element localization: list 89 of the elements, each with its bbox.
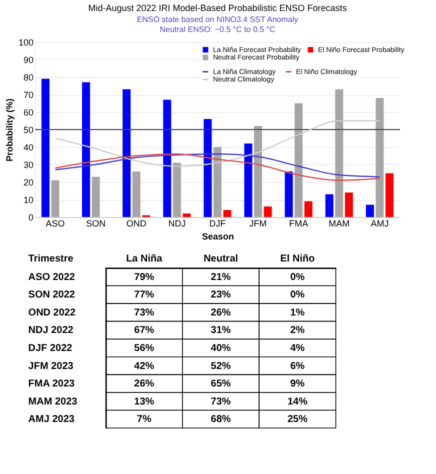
data-label: 0%	[290, 290, 305, 301]
bar	[92, 176, 100, 217]
data-label: 9%	[290, 378, 305, 390]
data-label: 67%	[134, 325, 154, 336]
bar	[376, 98, 384, 217]
y-tick-label: FMA 2023	[28, 378, 76, 390]
data-label: 13%	[134, 396, 154, 408]
data-label: 7%	[136, 414, 152, 426]
data-label: 1%	[290, 307, 305, 318]
bar	[51, 180, 60, 217]
data-label: 31%	[210, 325, 231, 336]
y-tick-label: 90	[23, 55, 34, 65]
bar	[386, 173, 394, 217]
data-label: 6%	[290, 360, 305, 372]
bar	[284, 172, 293, 217]
bar	[163, 100, 172, 217]
x-tick-label: SON	[86, 218, 106, 228]
y-tick-label: SON 2022	[28, 290, 76, 301]
line-series	[54, 120, 380, 167]
y-tick-label: 10	[23, 195, 34, 205]
bar	[172, 162, 181, 217]
data-label: 4%	[290, 343, 305, 354]
y-tick-label: 60	[23, 108, 34, 118]
y-axis-title: Probability (%)	[4, 98, 14, 162]
data-label: 23%	[210, 290, 231, 301]
y-axis-title: Trimestre	[28, 254, 74, 264]
bar	[244, 144, 252, 217]
data-label: 79%	[134, 272, 154, 283]
y-tick-label: 20	[23, 178, 34, 188]
bar	[325, 194, 334, 217]
y-tick-label: 70	[23, 90, 34, 100]
bar	[122, 89, 131, 217]
data-label: 2%	[290, 325, 305, 336]
y-tick-label: OND 2022	[28, 307, 76, 318]
y-tick-label: NDJ 2022	[28, 325, 74, 336]
data-label: 73%	[210, 396, 231, 408]
data-label: 77%	[134, 290, 154, 301]
data-label: 26%	[210, 307, 231, 318]
bar	[82, 82, 90, 217]
data-label: 14%	[287, 396, 308, 408]
data-label: 56%	[134, 343, 154, 354]
data-label: 21%	[210, 272, 231, 283]
x-axis-title: Season	[202, 232, 234, 242]
y-tick-label: AMJ 2023	[28, 414, 75, 426]
y-tick-label: 40	[23, 142, 34, 152]
y-tick-label: JFM 2023	[28, 360, 74, 372]
y-tick-label: MAM 2023	[28, 396, 78, 408]
x-tick-label: AMJ	[370, 218, 389, 228]
chart-title: Mid-August 2022 IRI Model-Based Probabilistic ENSO Forecasts	[88, 3, 348, 13]
x-tick-label: FMA	[289, 218, 308, 228]
y-tick-label: ASO 2022	[28, 272, 76, 283]
bar	[223, 210, 232, 217]
data-label: 42%	[134, 360, 154, 372]
data-label: 65%	[210, 378, 231, 390]
bar	[335, 89, 344, 217]
y-tick-label: 30	[23, 160, 34, 170]
x-tick-label: NDJ	[168, 218, 186, 228]
y-tick-label: 50	[23, 125, 34, 135]
x-tick-label: MAM	[328, 218, 350, 228]
bar	[214, 147, 222, 217]
data-label: 26%	[134, 378, 154, 390]
data-label: 73%	[134, 307, 154, 318]
bar	[182, 214, 191, 217]
bar	[304, 201, 312, 217]
y-tick-label: DJF 2022	[28, 343, 73, 354]
x-tick-label: ASO	[46, 218, 65, 228]
y-tick-label: 0	[28, 212, 34, 222]
data-label: 0%	[290, 272, 305, 283]
data-label: 68%	[210, 414, 231, 426]
bar	[132, 172, 140, 217]
x-tick-label: El Niño	[280, 254, 315, 264]
bar	[264, 206, 272, 217]
data-label: 52%	[210, 360, 231, 372]
bar	[41, 78, 50, 217]
data-label: 25%	[287, 414, 308, 426]
bar	[254, 126, 262, 217]
bar	[344, 192, 353, 217]
y-tick-label: 80	[23, 72, 34, 82]
chart-subtitle: ENSO state based on NINO3.4 SST Anomaly Neutral ENSO: −0.5 °C to 0.5 °C	[136, 15, 298, 34]
data-label: 40%	[210, 343, 231, 354]
x-tick-label: JFM	[249, 218, 267, 228]
bar	[204, 119, 212, 217]
x-tick-label: La Niña	[126, 254, 163, 264]
x-tick-label: Neutral	[204, 254, 238, 264]
bar	[366, 204, 374, 217]
x-tick-label: DJF	[209, 218, 226, 228]
x-tick-label: OND	[126, 218, 147, 228]
y-tick-label: 100	[18, 38, 34, 48]
bar	[294, 103, 303, 217]
